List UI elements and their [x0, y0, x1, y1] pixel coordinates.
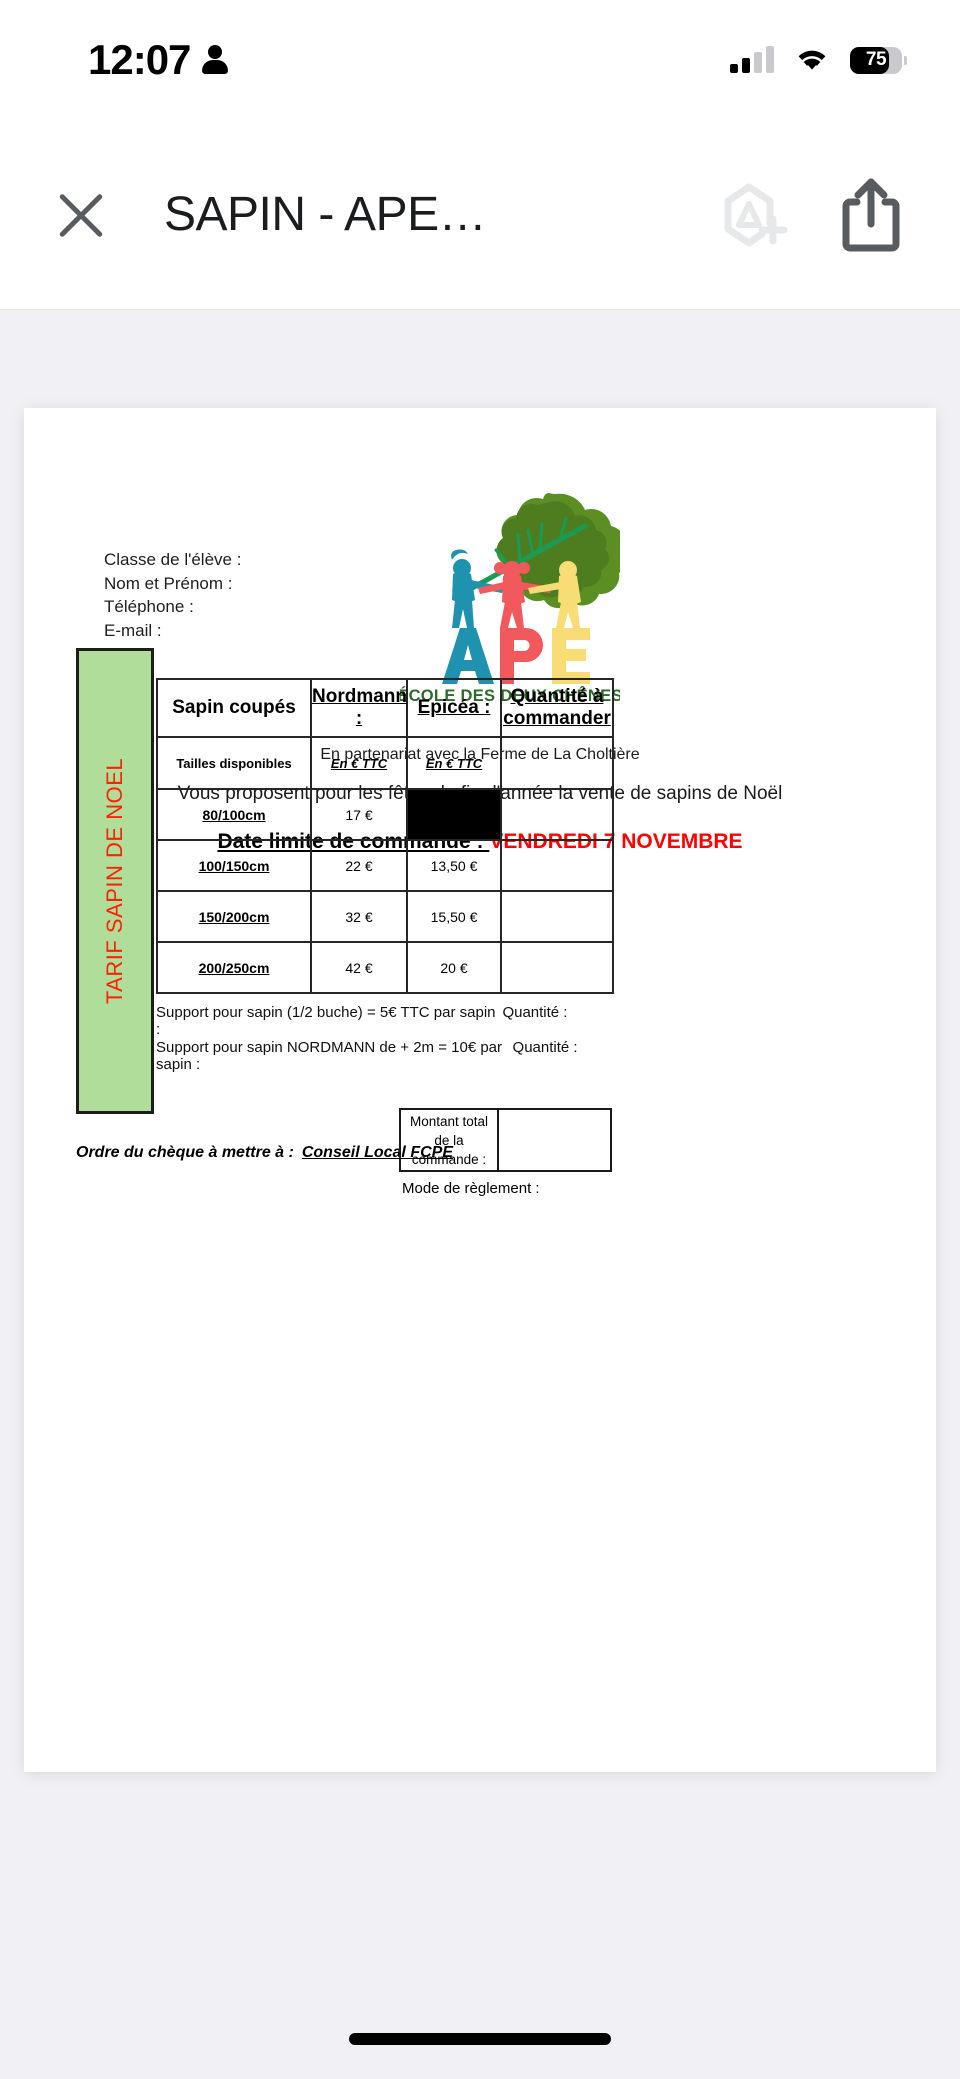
total-amount-label: Montant total de la commande : — [401, 1110, 499, 1170]
row-quantity-input[interactable] — [500, 788, 614, 841]
table-header-row: Sapin coupés Nordmann : Epicéa : Quantit… — [156, 678, 614, 738]
row-nordmann-price: 32 € — [310, 890, 408, 943]
row-size: 150/200cm — [156, 890, 312, 943]
status-bar-left: 12:07 — [88, 36, 229, 84]
wifi-icon — [794, 47, 830, 73]
person-icon — [202, 45, 229, 75]
cheque-payee: Conseil Local FCPE — [301, 1144, 453, 1161]
row-quantity-input[interactable] — [500, 890, 614, 943]
status-time: 12:07 — [88, 36, 191, 83]
row-quantity-input[interactable] — [500, 839, 614, 892]
close-icon[interactable] — [50, 184, 112, 246]
cheque-label: Ordre du chèque à mettre à : — [76, 1144, 294, 1161]
order-form: Classe de l'élève : Nom et Prénom : Télé… — [24, 408, 936, 1772]
total-amount-box: Montant total de la commande : — [399, 1108, 612, 1172]
field-telephone: Téléphone : — [104, 597, 194, 616]
share-icon[interactable] — [840, 178, 902, 252]
cheque-line: Ordre du chèque à mettre à : Conseil Loca… — [76, 1144, 453, 1162]
row-nordmann-price: 22 € — [310, 839, 408, 892]
table-row: 150/200cm 32 € 15,50 € — [156, 890, 614, 943]
row-size: 100/150cm — [156, 839, 312, 892]
total-amount-input[interactable] — [499, 1110, 610, 1170]
table-row: 200/250cm 42 € 20 € — [156, 941, 614, 994]
field-email: E-mail : — [104, 620, 162, 640]
battery-icon: 75 — [850, 46, 907, 74]
pupil-info-fields: Classe de l'élève : Nom et Prénom : Télé… — [104, 548, 241, 642]
row-epicea-price: 15,50 € — [406, 890, 502, 943]
row-size: 200/250cm — [156, 941, 312, 994]
subheader-nordmann-ttc: En € TTC — [310, 736, 408, 790]
row-quantity-input[interactable] — [500, 941, 614, 994]
subheader-quantity-empty[interactable] — [500, 736, 614, 790]
support-line-nordmann: Support pour sapin NORDMANN de + 2m = 10… — [156, 1039, 612, 1073]
support-line-buche: Support pour sapin (1/2 buche) = 5€ TTC … — [156, 1004, 612, 1038]
ape-logo: ÉCOLE DES DEUX CHÊNES — [397, 488, 628, 708]
row-epicea-price: 20 € — [406, 941, 502, 994]
row-epicea-price: 13,50 € — [406, 839, 502, 892]
tarif-banner: TARIF SAPIN DE NOEL — [76, 648, 154, 1114]
header-epicea: Epicéa : — [406, 678, 502, 738]
table-row: 100/150cm 22 € 13,50 € — [156, 839, 614, 892]
header-quantite-a-commander: Quantité à commander — [500, 678, 614, 738]
row-size: 80/100cm — [156, 788, 312, 841]
acrobat-add-icon[interactable] — [716, 177, 792, 253]
battery-percent: 75 — [865, 49, 887, 70]
document-card[interactable]: Classe de l'élève : Nom et Prénom : Télé… — [24, 408, 936, 1772]
row-nordmann-price: 42 € — [310, 941, 408, 994]
home-indicator[interactable] — [349, 2033, 611, 2045]
subheader-tailles: Tailles disponibles — [156, 736, 312, 790]
cellular-signal-icon — [730, 46, 774, 73]
table-subheader-row: Tailles disponibles En € TTC En € TTC — [156, 736, 614, 790]
support-nordmann-text: Support pour sapin NORDMANN de + 2m = 10… — [156, 1039, 503, 1073]
price-table: Sapin coupés Nordmann : Epicéa : Quantit… — [156, 678, 614, 994]
tarif-banner-label: TARIF SAPIN DE NOEL — [102, 757, 127, 1005]
page-title: SAPIN - APE… — [164, 188, 487, 241]
table-row: 80/100cm 17 € — [156, 788, 614, 841]
subheader-epicea-ttc: En € TTC — [406, 736, 502, 790]
status-bar: 12:07 75 — [0, 0, 960, 120]
support-buche-quantity-label[interactable]: Quantité : — [502, 1004, 568, 1021]
header-nordmann: Nordmann : — [310, 678, 408, 738]
field-classe: Classe de l'élève : — [104, 550, 242, 569]
app-toolbar: SAPIN - APE… — [0, 120, 960, 310]
support-buche-text: Support pour sapin (1/2 buche) = 5€ TTC … — [156, 1004, 496, 1038]
status-bar-right: 75 — [730, 46, 907, 74]
support-nordmann-quantity-label[interactable]: Quantité : — [512, 1039, 578, 1056]
payment-mode-label: Mode de règlement : — [402, 1180, 540, 1197]
row-nordmann-price: 17 € — [310, 788, 408, 841]
row-epicea-price-redacted — [406, 788, 502, 841]
header-sapin-coupes: Sapin coupés — [156, 678, 312, 738]
field-nom-prenom: Nom et Prénom : — [104, 573, 233, 593]
